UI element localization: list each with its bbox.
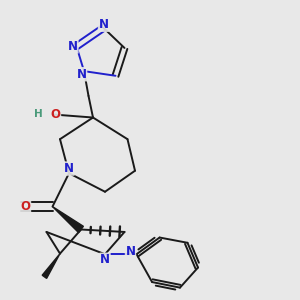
Polygon shape (52, 207, 83, 233)
Text: H: H (34, 109, 43, 119)
Text: N: N (68, 40, 78, 53)
Text: N: N (98, 18, 109, 31)
Text: N: N (125, 245, 136, 258)
Polygon shape (42, 254, 60, 278)
Text: N: N (76, 68, 87, 81)
Text: N: N (64, 162, 74, 175)
Text: N: N (100, 253, 110, 266)
Text: O: O (50, 108, 61, 121)
Text: O: O (20, 200, 31, 213)
